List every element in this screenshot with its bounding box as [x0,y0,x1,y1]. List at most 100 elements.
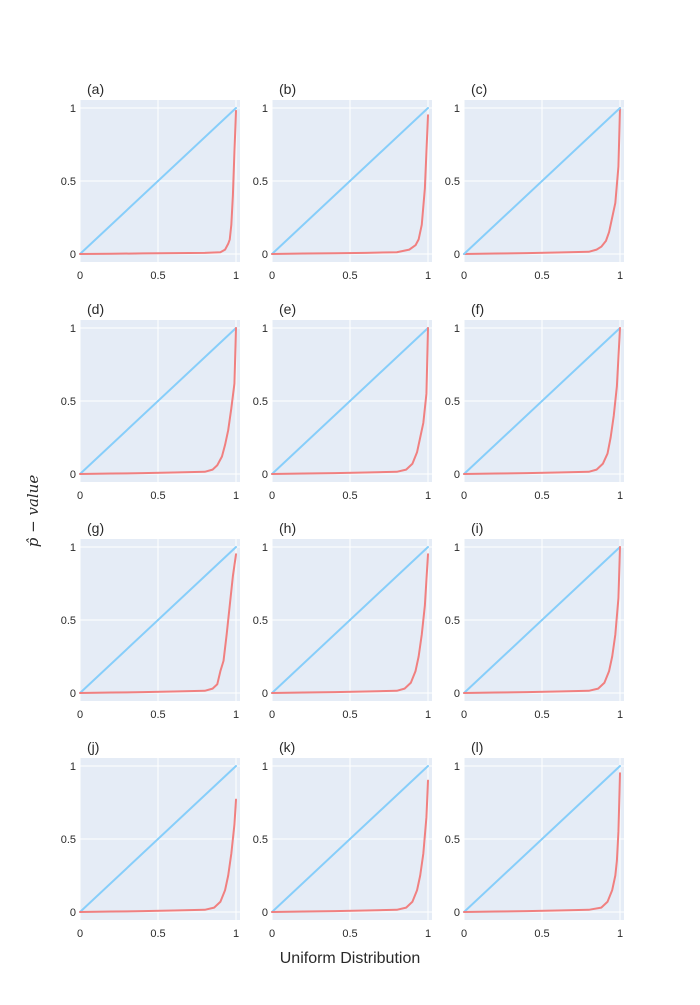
y-tick-label: 0 [70,907,76,919]
reference-line [463,765,621,913]
pvalue-line [79,327,237,475]
y-tick-label: 1 [454,103,460,115]
y-tick-label: 0.5 [445,176,460,188]
x-tick-label: 0.5 [150,270,165,282]
subplot: 0 0.5 1 0 0.5 1 (j) [61,739,240,940]
subplot-label: (c) [471,81,487,97]
x-tick-label: 1 [425,490,431,502]
y-tick-label: 1 [262,761,268,773]
y-tick-label: 0.5 [61,176,76,188]
x-tick-label: 1 [425,709,431,721]
y-tick-label: 0.5 [253,396,268,408]
x-tick-label: 0 [461,928,467,940]
x-tick-label: 0 [77,270,83,282]
subplot-label: (b) [279,81,296,97]
x-tick-label: 0.5 [342,270,357,282]
pvalue-line [463,772,621,913]
y-tick-label: 0 [262,249,268,261]
y-tick-label: 1 [454,542,460,554]
reference-line [79,546,237,694]
subplot-label: (i) [471,520,483,536]
x-tick-label: 0.5 [534,270,549,282]
y-tick-label: 1 [454,323,460,335]
y-tick-label: 1 [262,103,268,115]
x-tick-label: 0 [269,928,275,940]
y-tick-label: 1 [262,323,268,335]
subplot: 0 0.5 1 0 0.5 1 (c) [445,81,624,282]
y-tick-label: 0 [454,249,460,261]
y-tick-label: 1 [70,761,76,773]
y-tick-label: 0 [70,688,76,700]
subplot: 0 0.5 1 0 0.5 1 (i) [445,520,624,721]
y-tick-label: 0 [454,688,460,700]
subplot-label: (l) [471,739,483,755]
y-tick-label: 0 [262,907,268,919]
reference-line [271,765,429,913]
reference-line [463,546,621,694]
y-tick-label: 1 [70,103,76,115]
x-tick-label: 1 [617,928,623,940]
x-tick-label: 0.5 [150,490,165,502]
subplot: 0 0.5 1 0 0.5 1 (e) [253,301,432,502]
x-tick-label: 0 [461,709,467,721]
pvalue-line [271,327,429,475]
x-tick-label: 0 [461,270,467,282]
subplot-label: (g) [87,520,104,536]
x-tick-label: 0.5 [150,709,165,721]
x-tick-label: 0 [77,928,83,940]
x-tick-label: 0.5 [534,928,549,940]
y-tick-label: 0 [262,688,268,700]
x-tick-label: 0 [269,709,275,721]
subplot-label: (h) [279,520,296,536]
y-tick-label: 0 [454,907,460,919]
subplot: 0 0.5 1 0 0.5 1 (g) [61,520,240,721]
y-tick-label: 0.5 [253,176,268,188]
y-tick-label: 0 [454,469,460,481]
x-tick-label: 1 [617,709,623,721]
pvalue-line [79,553,237,694]
y-tick-label: 0 [70,469,76,481]
y-tick-label: 1 [262,542,268,554]
y-tick-label: 0.5 [253,615,268,627]
subplot-label: (f) [471,301,484,317]
x-tick-label: 1 [233,270,239,282]
subplot: 0 0.5 1 0 0.5 1 (f) [445,301,624,502]
subplot-label: (d) [87,301,104,317]
subplot: 0 0.5 1 0 0.5 1 (l) [445,739,624,940]
pvalue-line [271,553,429,694]
x-tick-label: 1 [617,490,623,502]
reference-line [271,107,429,255]
x-tick-label: 0.5 [342,709,357,721]
x-tick-label: 0.5 [150,928,165,940]
subplot: 0 0.5 1 0 0.5 1 (b) [253,81,432,282]
y-tick-label: 0.5 [61,834,76,846]
pvalue-line [463,107,621,255]
y-tick-label: 0.5 [445,396,460,408]
subplot: 0 0.5 1 0 0.5 1 (h) [253,520,432,721]
x-tick-label: 1 [425,928,431,940]
subplot-label: (j) [87,739,99,755]
subplot: 0 0.5 1 0 0.5 1 (k) [253,739,432,940]
pvalue-line [79,109,237,255]
pvalue-line [79,798,237,913]
y-tick-label: 1 [70,323,76,335]
x-tick-label: 1 [233,928,239,940]
x-tick-label: 0 [269,270,275,282]
x-tick-label: 1 [425,270,431,282]
x-tick-label: 0 [461,490,467,502]
y-axis-title: p̂ − value [24,474,42,548]
reference-line [79,765,237,913]
x-tick-label: 1 [617,270,623,282]
subplot-label: (e) [279,301,296,317]
reference-line [271,327,429,475]
y-tick-label: 0 [262,469,268,481]
x-tick-label: 0.5 [534,709,549,721]
pvalue-line [271,114,429,255]
x-tick-label: 1 [233,709,239,721]
x-tick-label: 0 [269,490,275,502]
y-tick-label: 0 [70,249,76,261]
x-tick-label: 0 [77,709,83,721]
pvalue-line [463,546,621,694]
x-axis-title: Uniform Distribution [279,950,421,967]
